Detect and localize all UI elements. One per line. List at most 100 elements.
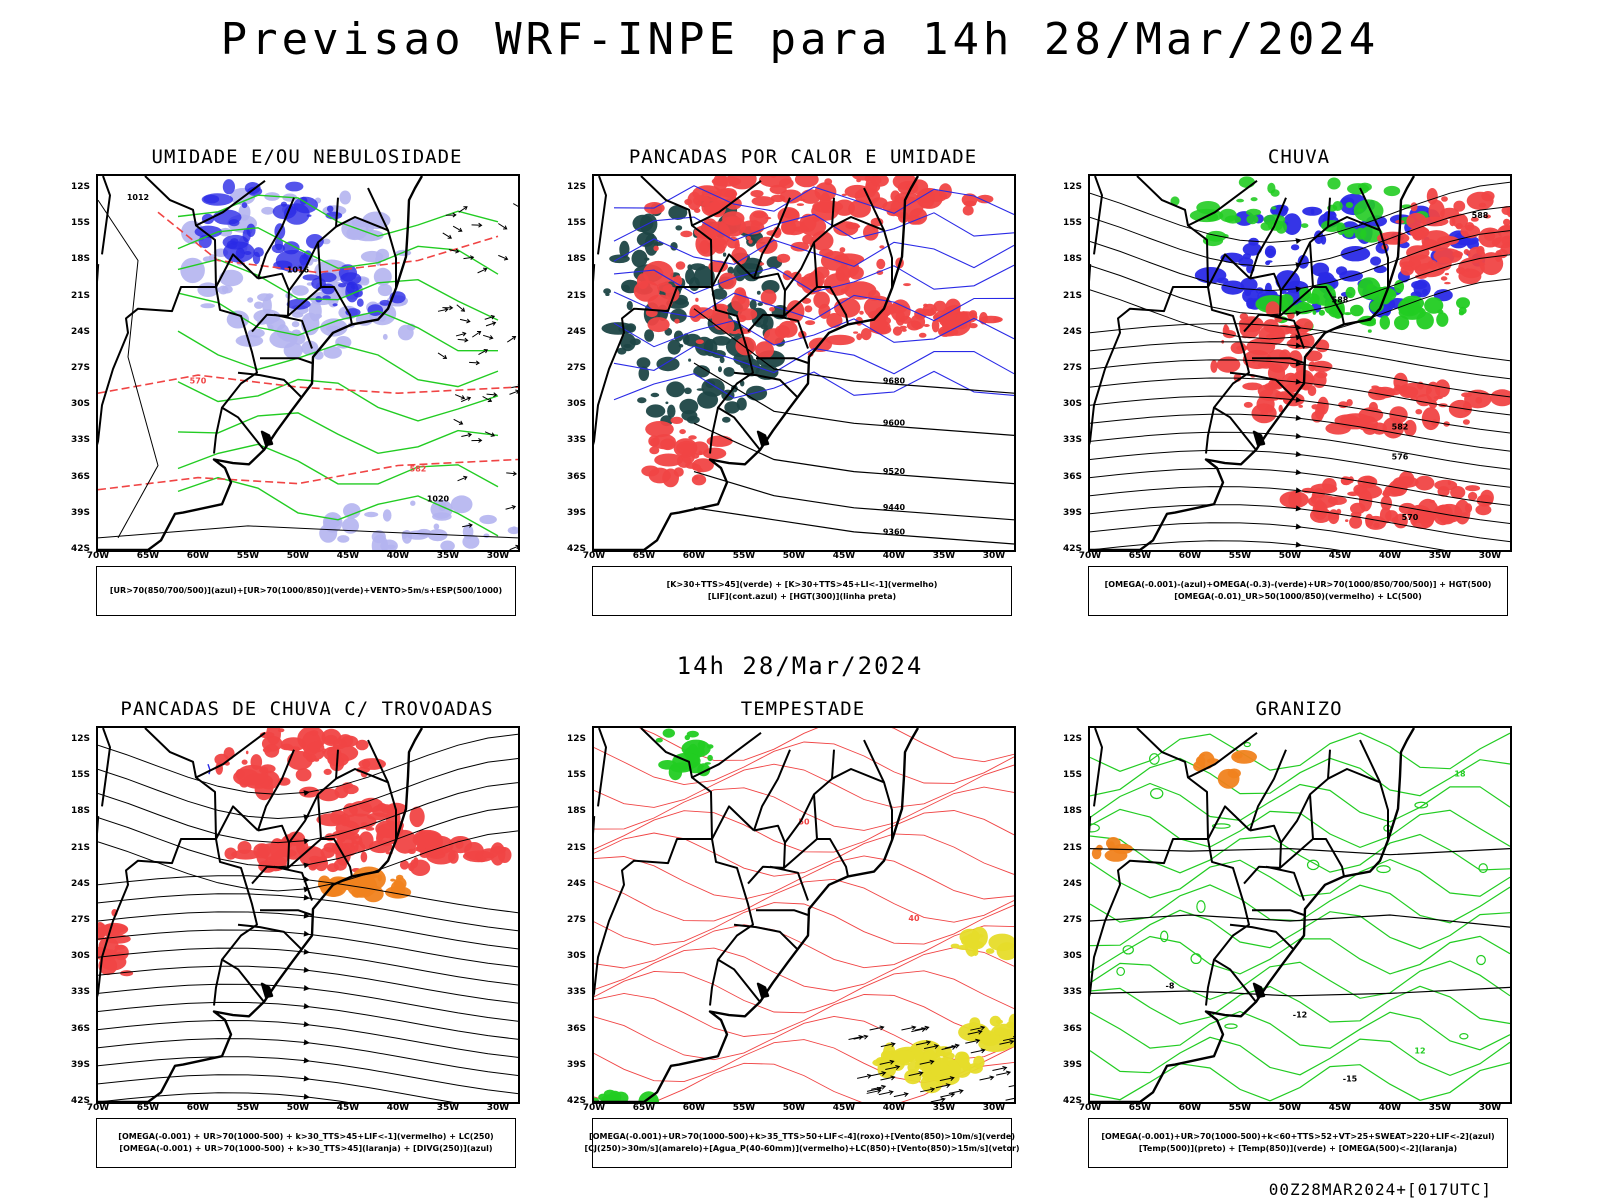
instability-area-cell — [886, 208, 901, 217]
instability-area-cell — [841, 193, 848, 196]
panel-title: PANCADAS POR CALOR E UMIDADE — [628, 146, 978, 168]
streamline-arrow — [303, 862, 310, 869]
contour-label: 1020 — [427, 495, 450, 504]
lon-tick-label: 70W — [582, 551, 606, 561]
humidity-mid-area-cell — [267, 324, 274, 330]
thunderstorm-area-cell — [358, 758, 387, 770]
humidity-low-contour — [177, 292, 498, 352]
instability-area-cell — [923, 324, 930, 327]
legend-line: [UR>70(850/700/500)](azul)+[UR>70(1000/8… — [109, 586, 503, 595]
panel-humidity-cloudiness: UMIDADE E/OU NEBULOSIDADE 1012 1016 1020 57… — [71, 146, 520, 616]
instability-area-cell — [731, 293, 750, 312]
state-border — [1243, 272, 1282, 333]
instability-area-cell — [805, 320, 816, 326]
instability-area-cell — [746, 236, 752, 240]
thunderstorm-area-cell — [237, 841, 252, 854]
lat-tick-label: 12S — [70, 182, 90, 193]
wind-vector — [879, 1059, 895, 1065]
omega-area-cell — [1433, 289, 1453, 302]
lat-tick-label: 36S — [70, 471, 90, 482]
contour-label: 582 — [410, 465, 427, 474]
wind-vector — [454, 394, 466, 400]
lat-tick-label: 21S — [566, 842, 586, 853]
instability-area-cell — [750, 190, 764, 198]
lon-tick-label: 40W — [882, 1103, 906, 1113]
conditional-area-cell — [719, 356, 725, 364]
wind-vector — [498, 223, 508, 230]
strong-omega-area-cell — [1305, 293, 1320, 304]
wind-vector — [941, 1045, 957, 1051]
instability-area-cell — [692, 185, 722, 202]
thunderstorm-area-cell — [324, 734, 338, 745]
instability-area-cell — [772, 226, 782, 239]
instability-area-cell — [719, 188, 737, 198]
map-frame: 50 40 — [592, 726, 1016, 1104]
wind-vector — [992, 1066, 1008, 1072]
lat-tick-label: 24S — [566, 326, 586, 337]
lifted-index-contour — [613, 370, 1014, 401]
height-contour — [693, 471, 1014, 521]
humid-ascent-area-cell — [1453, 200, 1466, 212]
state-border — [1090, 838, 1208, 998]
wind-vector — [462, 523, 473, 528]
streamline-arrow — [303, 1039, 310, 1046]
instability-area-cell — [769, 184, 787, 195]
lat-tick-label: 15S — [1062, 218, 1082, 229]
upper-jet-area-cell — [973, 1055, 985, 1069]
humid-ascent-area-cell — [1426, 381, 1441, 403]
instability-area-cell — [760, 289, 777, 306]
humid-ascent-area-cell — [1444, 272, 1449, 276]
humidity-mid-area-cell — [337, 535, 350, 543]
weather-map: -8 -12 -15 18 12 — [1090, 728, 1510, 1102]
contour-label: 588 — [1332, 296, 1349, 305]
conditional-area-cell — [636, 232, 655, 247]
wind-vector — [506, 471, 518, 477]
contour-label: 576 — [1392, 453, 1409, 462]
instability-area — [641, 416, 733, 488]
wind-vector — [509, 389, 518, 395]
upper-jet-area-cell — [891, 1049, 916, 1064]
panel-title: CHUVA — [1267, 146, 1331, 168]
conditional-area-cell — [650, 392, 660, 398]
state-border — [1279, 286, 1345, 325]
streamline — [98, 1038, 518, 1076]
thunderstorm-area-cell — [280, 743, 293, 751]
state-border — [769, 313, 809, 349]
streamline-arrow — [1295, 342, 1302, 349]
humidity-high-area-cell — [241, 202, 248, 209]
wind-vector — [965, 1038, 981, 1044]
humidity-high-area-cell — [321, 283, 335, 295]
upper-jet-area-cell — [985, 948, 995, 954]
temp-850-cell — [1459, 1033, 1469, 1040]
thunderstorm-area-cell — [355, 739, 369, 751]
height-contour — [693, 507, 1014, 545]
thunderstorm-area-cell — [259, 766, 269, 774]
instability-area-cell — [675, 261, 686, 270]
humid-ascent-area-cell — [1279, 491, 1309, 509]
humidity-mid-area-cell — [341, 217, 369, 241]
instability-area-cell — [819, 248, 834, 257]
state-border — [367, 187, 389, 231]
upper-jet-area-cell — [993, 1027, 1008, 1036]
thunderstorm-area-cell — [375, 820, 401, 838]
state-border — [640, 176, 713, 288]
humidity-mid-area-cell — [312, 258, 318, 262]
thickness-line — [98, 458, 518, 491]
conditional-area-cell — [603, 288, 611, 295]
humid-ascent-area-cell — [1463, 249, 1470, 255]
temp-850-cell — [1211, 823, 1231, 829]
lon-tick-label: 60W — [1178, 551, 1202, 561]
state-border — [747, 824, 786, 885]
weather-map: 1012 1016 1020 570 582 — [98, 176, 518, 550]
thunderstorm-area-cell — [101, 922, 129, 936]
lat-tick-label: 30S — [70, 399, 90, 410]
wind-vector — [915, 1040, 932, 1046]
strong-omega-area-cell — [1236, 198, 1244, 203]
temp-850-cell — [1090, 823, 1100, 833]
omega-area-cell — [1244, 289, 1252, 296]
wind-vector — [477, 267, 488, 274]
humidity-low-contour — [177, 258, 499, 321]
lat-tick-label: 36S — [1062, 1023, 1082, 1034]
wind-vector — [924, 1044, 940, 1050]
state-border — [1207, 838, 1257, 1003]
